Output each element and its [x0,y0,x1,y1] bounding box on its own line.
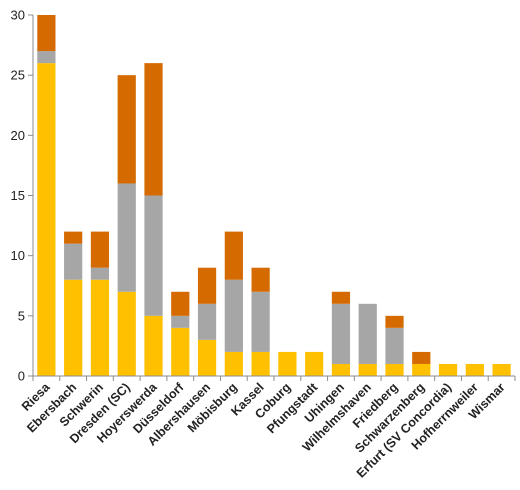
bar-segment-series-3-3 [90,231,110,268]
bar-segment-series-1-17 [465,363,484,376]
bar-segment-series-1-6 [171,327,190,376]
bar-segment-series-2-3 [90,267,110,280]
bars-group [37,15,511,376]
bar-segment-series-3-4 [117,75,136,184]
bar-segment-series-2-2 [64,243,83,280]
bar-segment-series-1-8 [224,351,243,376]
bar-segment-series-1-10 [278,351,297,376]
bar-segment-series-1-4 [117,291,136,376]
bar-segment-series-3-12 [331,291,351,304]
bar-segment-series-3-8 [224,231,243,280]
bar-segment-series-1-3 [90,279,110,376]
bar-segment-series-1-15 [412,363,431,376]
axes-group [28,14,516,381]
bar-segment-series-1-1 [37,63,56,376]
bar-segment-series-3-9 [251,267,270,292]
y-tick-label: 10 [11,248,25,263]
bar-segment-series-2-13 [358,303,377,364]
bar-segment-series-2-9 [251,291,270,352]
bar-segment-series-2-4 [117,183,136,292]
bar-segment-series-3-2 [64,231,83,244]
bar-segment-series-1-18 [492,363,511,376]
bar-segment-series-2-6 [171,315,190,328]
bar-segment-series-3-7 [197,267,217,304]
bar-segment-series-3-1 [37,15,56,52]
bar-segment-series-3-14 [385,315,404,328]
bar-segment-series-2-12 [331,303,351,364]
bar-segment-series-1-12 [331,363,351,376]
bar-segment-series-1-9 [251,351,270,376]
bar-segment-series-1-13 [358,363,377,376]
y-tick-label: 20 [11,128,25,143]
y-tick-label: 30 [11,8,25,23]
y-tick-label: 25 [11,68,25,83]
bar-segment-series-2-14 [385,327,404,364]
bar-segment-series-1-5 [144,315,163,376]
y-tick-label: 15 [11,188,25,203]
bar-segment-series-2-8 [224,279,243,352]
labels-group: 051015202530RiesaEbersbachSchwerinDresde… [11,8,508,481]
bar-segment-series-3-5 [144,63,163,196]
bar-segment-series-3-6 [171,291,190,316]
bar-segment-series-2-7 [197,303,217,340]
bar-segment-series-1-7 [197,339,217,376]
bar-segment-series-2-5 [144,195,163,316]
bar-segment-series-1-16 [438,363,458,376]
bar-segment-series-1-2 [64,279,83,376]
bar-segment-series-3-15 [412,351,431,364]
y-tick-label: 0 [18,369,25,384]
y-tick-label: 5 [18,308,25,323]
bar-segment-series-1-14 [385,363,404,376]
bar-segment-series-2-1 [37,51,56,64]
bar-segment-series-1-11 [305,351,324,376]
